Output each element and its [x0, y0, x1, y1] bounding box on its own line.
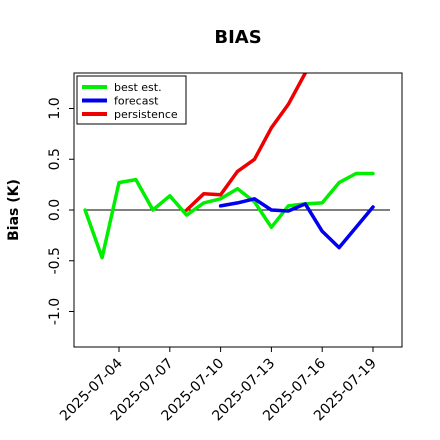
series-line-persistence [184, 73, 308, 212]
y-tick-label: -0.5 [47, 247, 63, 274]
y-tick-label: 0.5 [47, 148, 63, 170]
legend-label: persistence [114, 108, 178, 121]
y-tick-label: 1.0 [47, 97, 63, 119]
series-line-best-est [83, 171, 375, 260]
series-line-forecast [218, 197, 375, 250]
y-axis: -1.0 -0.5 0.0 0.5 1.0 [47, 97, 74, 325]
chart-title: BIAS [214, 27, 261, 48]
series-layer [83, 73, 375, 260]
x-axis: 2025-07-042025-07-072025-07-102025-07-13… [57, 347, 380, 424]
legend-label: best est. [114, 81, 162, 94]
y-tick-label: -1.0 [47, 298, 63, 325]
y-tick-label: 0.0 [47, 199, 63, 221]
legend-label: forecast [114, 95, 159, 108]
y-axis-label: Bias (K) [6, 179, 22, 241]
